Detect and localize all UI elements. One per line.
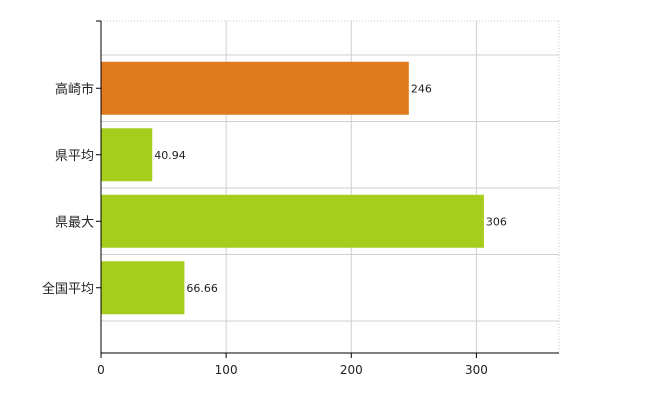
bars — [101, 61, 484, 315]
data-label: 66.66 — [186, 282, 218, 295]
category-label: 県平均 — [55, 149, 94, 164]
x-tick-label: 0 — [97, 363, 105, 377]
bar — [101, 261, 185, 315]
category-label: 県最大 — [55, 215, 94, 230]
data-label: 246 — [411, 82, 432, 95]
bar — [101, 128, 153, 182]
axes — [96, 20, 559, 358]
x-tick-label: 100 — [215, 363, 238, 377]
category-label: 全国平均 — [42, 281, 94, 297]
data-label: 306 — [486, 215, 507, 228]
data-label: 40.94 — [154, 149, 186, 162]
bar — [101, 194, 484, 248]
category-label: 高崎市 — [55, 81, 94, 97]
x-tick-label: 200 — [340, 363, 363, 377]
labels: 246 高崎市 40.94 県平均 306 県最大 66.66 全国平均 0 100 200 300 — [42, 81, 507, 377]
bar — [101, 61, 409, 115]
x-tick-label: 300 — [465, 363, 488, 377]
